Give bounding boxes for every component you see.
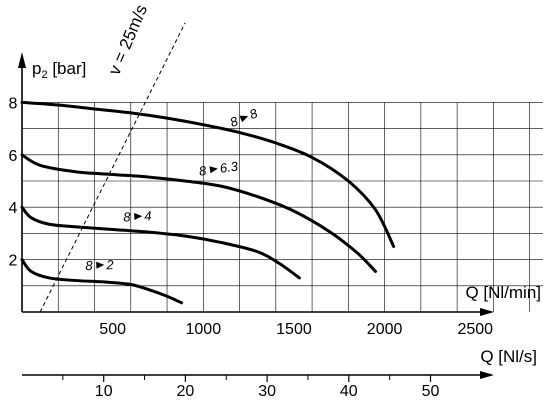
x2-axis-arrow: [480, 371, 494, 379]
y-axis-arrow: [18, 52, 26, 68]
series-line: [20, 258, 184, 305]
tick-labels: 2468500100015002000250030001020304050: [9, 95, 494, 400]
y-axis-label: p2 [bar]: [32, 59, 86, 81]
grid: [22, 102, 543, 312]
series-label: 8 6.3: [198, 158, 240, 178]
x-axis-arrow: [480, 308, 494, 316]
series-label-arrow: [134, 213, 143, 221]
x-tick-label: 500: [99, 321, 126, 338]
x-tick-label: 1000: [186, 321, 222, 338]
x-axis-label: Q [Nl/min]: [465, 283, 541, 302]
series-label-arrow: [96, 261, 105, 269]
x-tick-label: 2000: [367, 321, 403, 338]
series-labels: 8 28 48 6.38 8: [85, 105, 260, 273]
x2-tick-label: 50: [422, 383, 440, 400]
x2-tick-label: 40: [340, 383, 358, 400]
series-label-from: 8: [85, 258, 94, 273]
axes: [18, 52, 494, 379]
x2-axis-label: Q [Nl/s]: [480, 347, 537, 366]
series-label-to: 8: [247, 105, 260, 122]
velocity-line: [39, 22, 186, 313]
x2-tick-label: 10: [95, 383, 113, 400]
y-tick-label: 6: [9, 148, 18, 165]
x2-tick-label: 30: [258, 383, 276, 400]
series-label-to: 4: [144, 208, 152, 223]
series-line: [20, 153, 378, 273]
series-label-from: 8: [123, 209, 132, 224]
velocity-line-path: [39, 22, 186, 313]
series-label-arrow: [209, 166, 218, 174]
y-tick-label: 8: [9, 95, 18, 112]
series-line: [20, 100, 396, 248]
series-label-arrow: [239, 115, 249, 123]
y-tick-label: 4: [9, 200, 18, 217]
series-label-to: 6.3: [219, 158, 240, 175]
x-tick-label: 2500: [457, 321, 493, 338]
series-line: [20, 205, 301, 280]
series-label-to: 2: [105, 257, 115, 272]
x2-tick-label: 20: [177, 383, 195, 400]
series-label-from: 8: [228, 113, 241, 130]
velocity-label: v = 25m/s: [105, 2, 151, 78]
series-group: [20, 100, 396, 305]
y-tick-label: 2: [9, 253, 18, 270]
series-label-from: 8: [198, 163, 208, 179]
x-tick-label: 1500: [276, 321, 312, 338]
